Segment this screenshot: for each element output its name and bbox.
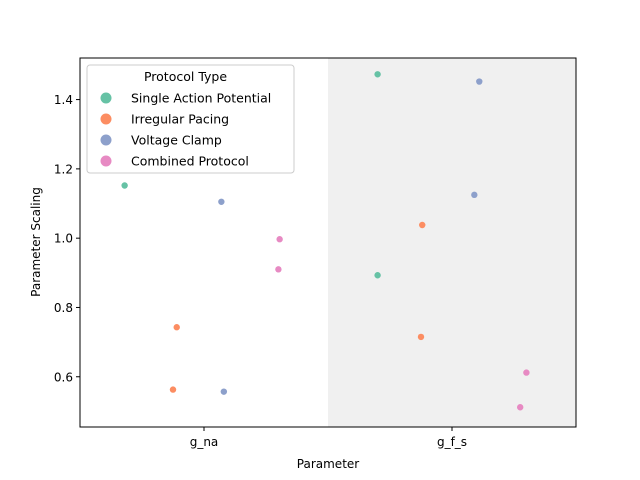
data-point (417, 333, 425, 341)
legend-marker (100, 92, 112, 104)
legend-label: Irregular Pacing (131, 112, 229, 127)
legend-label: Combined Protocol (131, 154, 249, 169)
legend-box (86, 64, 295, 174)
legend-marker (100, 155, 112, 167)
x-tick-label: g_na (190, 435, 219, 449)
legend-marker (100, 134, 112, 146)
data-point (218, 198, 225, 205)
category-shade-g_f_s (328, 58, 576, 427)
data-point (471, 191, 478, 199)
y-tick-label: 1.0 (54, 232, 73, 246)
data-point (374, 272, 381, 279)
data-point (419, 221, 426, 229)
data-point (276, 236, 283, 243)
data-point (517, 404, 524, 411)
x-axis-label: Parameter (297, 457, 359, 471)
data-point (374, 71, 381, 78)
y-tick-label: 0.8 (54, 301, 73, 315)
y-tick-label: 1.4 (54, 93, 73, 107)
y-tick-label: 0.6 (54, 370, 73, 384)
category-shading-layer (328, 58, 576, 427)
legend-marker (100, 113, 112, 125)
data-point (169, 386, 177, 393)
data-points (121, 71, 530, 411)
data-point (173, 324, 180, 331)
data-point (121, 182, 128, 189)
data-point (220, 388, 228, 395)
legend: Protocol Type Single Action Potential Irre… (86, 64, 295, 174)
axes-frame (79, 57, 577, 428)
x-tick-label: g_f_s (437, 435, 467, 449)
y-tick-label: 1.2 (54, 162, 73, 176)
x-axis-ticks: g_na g_f_s (190, 427, 467, 449)
legend-label: Voltage Clamp (131, 133, 222, 148)
data-point (523, 369, 530, 376)
legend-label: Single Action Potential (131, 91, 271, 106)
legend-title: Protocol Type (144, 69, 227, 84)
y-axis-ticks: 0.6 0.8 1.0 1.2 1.4 (54, 93, 80, 384)
data-point (275, 266, 282, 273)
data-point (476, 78, 483, 85)
y-axis-label: Parameter Scaling (29, 187, 43, 297)
